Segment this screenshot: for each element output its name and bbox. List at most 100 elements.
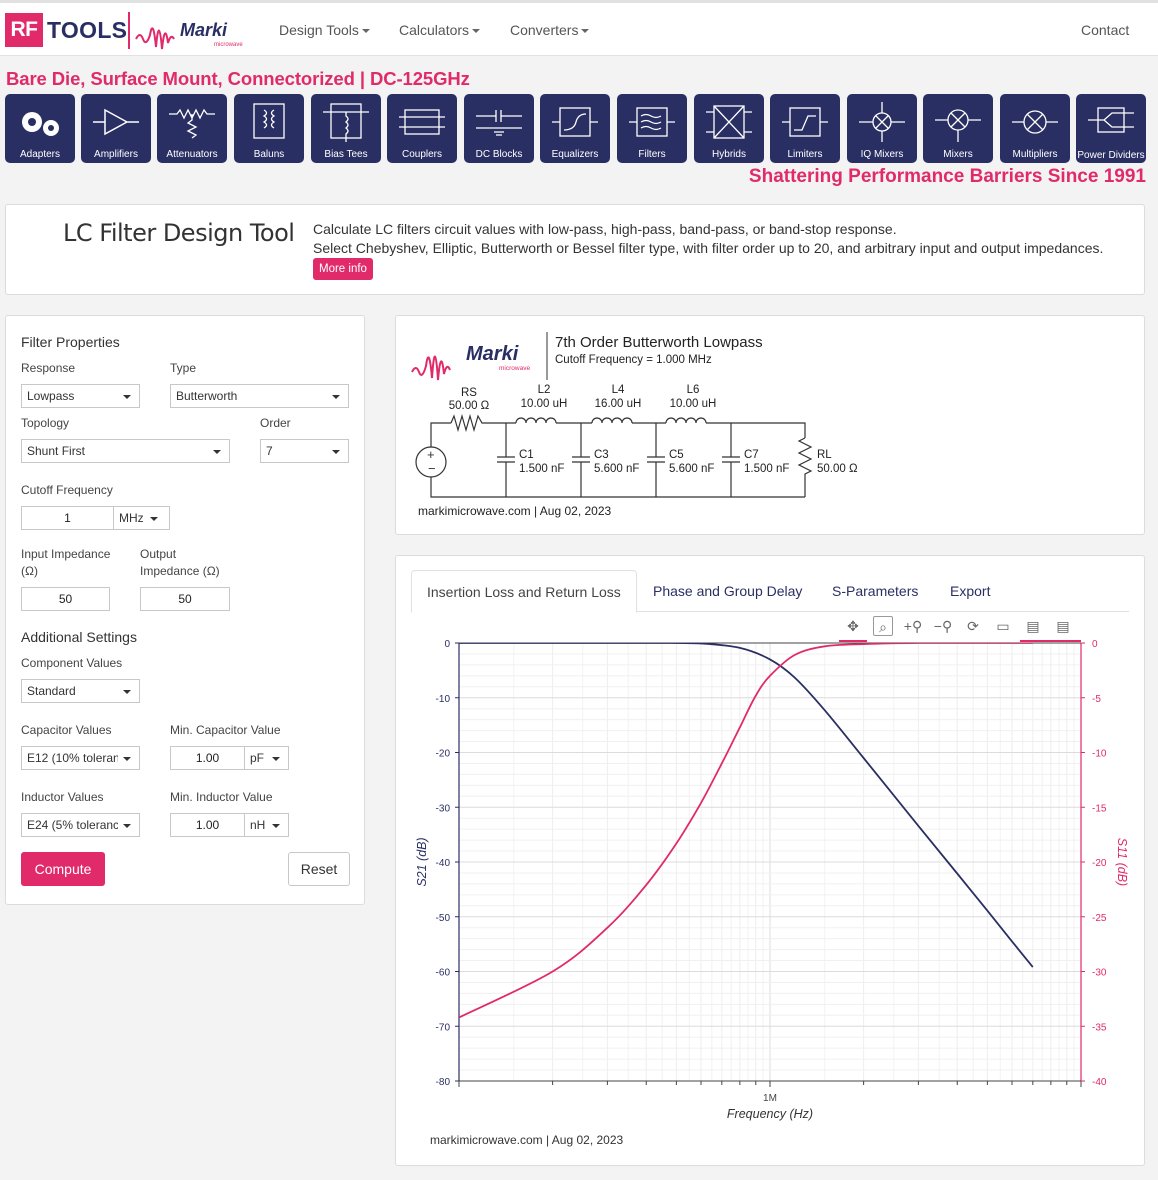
product-attenuators[interactable]: Attenuators: [157, 94, 227, 163]
product-multipliers[interactable]: Multipliers: [1000, 94, 1070, 163]
min-inductor-input[interactable]: 1.00: [170, 813, 245, 837]
min-capacitor-label: Min. Capacitor Value: [170, 723, 281, 737]
rs-label: RS: [461, 387, 477, 399]
plot-toolbar: ✥ ⌕ +⚲ −⚲ ⟳ ▭ ▤ ▤: [836, 616, 1086, 642]
nav-design-tools[interactable]: Design Tools: [279, 22, 370, 38]
response-select[interactable]: Lowpass: [21, 384, 140, 408]
rf-tools-logo-rf[interactable]: RF: [5, 13, 43, 47]
inductor-values-value: E24 (5% tolerance): [27, 818, 130, 832]
product-power-dividers[interactable]: Power Dividers: [1076, 94, 1146, 163]
more-info-button[interactable]: More info: [313, 258, 373, 280]
cutoff-unit-select[interactable]: MHz: [113, 506, 170, 530]
compute-button[interactable]: Compute: [21, 852, 105, 886]
min-capacitor-unit-select[interactable]: pF: [244, 746, 289, 770]
order-label: Order: [260, 416, 291, 430]
reset-button[interactable]: Reset: [288, 852, 350, 886]
tab-insertion-return-loss[interactable]: Insertion Loss and Return Loss: [411, 570, 637, 613]
attenuator-icon: [169, 108, 215, 139]
inductor-values-label: Inductor Values: [21, 790, 104, 804]
product-hybrids[interactable]: Hybrids: [694, 94, 764, 163]
filter-icon: [629, 107, 675, 137]
order-select[interactable]: 7: [260, 439, 349, 463]
nav-calculators[interactable]: Calculators: [399, 22, 481, 38]
dc-block-icon: [476, 110, 522, 136]
plot-tabs: Insertion Loss and Return Loss Phase and…: [411, 570, 1129, 613]
component-values-label: Component Values: [21, 656, 123, 670]
limiter-icon: [782, 107, 828, 137]
right-tick-label: -10: [1092, 749, 1107, 760]
c1-value: 1.500 nF: [519, 463, 564, 475]
svg-text:+: +: [427, 447, 435, 462]
nav-converters[interactable]: Converters: [510, 22, 590, 38]
type-select[interactable]: Butterworth: [170, 384, 349, 408]
chevron-down-icon: [123, 824, 131, 828]
pan-icon[interactable]: ✥: [847, 618, 859, 634]
rf-tools-logo-text[interactable]: TOOLS: [47, 17, 128, 43]
tab-s-parameters[interactable]: S-Parameters: [832, 583, 919, 599]
topology-select[interactable]: Shunt First: [21, 439, 230, 463]
product-amplifiers[interactable]: Amplifiers: [81, 94, 151, 163]
chevron-down-icon: [123, 690, 131, 694]
chevron-down-icon: [361, 29, 370, 34]
product-limiters[interactable]: Limiters: [770, 94, 840, 163]
c7-label: C7: [744, 449, 759, 461]
product-label: Equalizers: [551, 149, 599, 160]
amplifier-icon: [93, 108, 139, 136]
reset-view-icon[interactable]: ⟳: [967, 618, 979, 634]
cutoff-unit-value: MHz: [119, 511, 144, 525]
marki-logo[interactable]: Marki microwave: [134, 9, 252, 53]
left-tick-label: -70: [436, 1022, 451, 1033]
zoom-out-icon[interactable]: −⚲: [933, 618, 953, 634]
product-iq-mixers[interactable]: IQ Mixers: [847, 94, 917, 163]
hover-compare-icon[interactable]: ▤: [1056, 618, 1070, 634]
plot-card: Insertion Loss and Return Loss Phase and…: [395, 555, 1145, 1166]
page-title: LC Filter Design Tool: [63, 219, 295, 247]
save-icon[interactable]: ▭: [996, 618, 1010, 634]
left-axis-label: S21 (dB): [415, 837, 429, 886]
inductor-values-select[interactable]: E24 (5% tolerance): [21, 813, 140, 837]
product-label: Limiters: [787, 149, 823, 160]
capacitor-values-select[interactable]: E12 (10% tolerance): [21, 746, 140, 770]
output-impedance-input[interactable]: 50: [140, 587, 230, 611]
response-select-value: Lowpass: [27, 389, 75, 403]
chevron-down-icon: [123, 395, 131, 399]
right-axis-label: S11 (dB): [1115, 838, 1129, 886]
min-inductor-unit-select[interactable]: nH: [244, 813, 289, 837]
l6-value: 10.00 uH: [670, 398, 717, 410]
zoom-in-icon[interactable]: +⚲: [903, 618, 923, 634]
product-bias-tees[interactable]: Bias Tees: [311, 94, 381, 163]
type-select-value: Butterworth: [176, 389, 238, 403]
x-tick-label: 1M: [763, 1093, 777, 1104]
svg-text:microwave: microwave: [214, 42, 243, 48]
product-dc-blocks[interactable]: DC Blocks: [464, 94, 534, 163]
product-mixers[interactable]: Mixers: [923, 94, 993, 163]
input-impedance-input[interactable]: 50: [21, 587, 110, 611]
tab-phase-group-delay[interactable]: Phase and Group Delay: [653, 583, 803, 599]
balun-icon: [253, 103, 285, 139]
zoom-box-icon[interactable]: ⌕: [873, 616, 893, 636]
hybrid-icon: [706, 105, 752, 139]
product-equalizers[interactable]: Equalizers: [540, 94, 610, 163]
min-capacitor-input[interactable]: 1.00: [170, 746, 245, 770]
nav-contact[interactable]: Contact: [1081, 22, 1130, 38]
tool-description-line-1: Calculate LC filters circuit values with…: [313, 221, 897, 237]
filter-properties-panel: Filter Properties Response Lowpass Type …: [5, 315, 365, 905]
product-filters[interactable]: Filters: [617, 94, 687, 163]
adapter-icon: [22, 112, 59, 136]
component-values-select[interactable]: Standard: [21, 679, 140, 703]
min-inductor-unit-value: nH: [250, 818, 266, 832]
hover-closest-icon[interactable]: ▤: [1026, 618, 1040, 634]
product-adapters[interactable]: Adapters: [5, 94, 75, 163]
tool-description: Calculate LC filters circuit values with…: [313, 220, 1103, 258]
product-baluns[interactable]: Baluns: [234, 94, 304, 163]
s21-series-line: [459, 643, 1034, 968]
cutoff-frequency-input[interactable]: 1: [21, 506, 114, 530]
chevron-down-icon: [272, 757, 280, 761]
c5-label: C5: [669, 449, 684, 461]
c5-value: 5.600 nF: [669, 463, 714, 475]
mixer-icon: [935, 109, 981, 142]
tab-export[interactable]: Export: [950, 583, 991, 599]
type-label: Type: [170, 361, 197, 375]
left-tick-label: -60: [436, 968, 451, 979]
product-couplers[interactable]: Couplers: [387, 94, 457, 163]
